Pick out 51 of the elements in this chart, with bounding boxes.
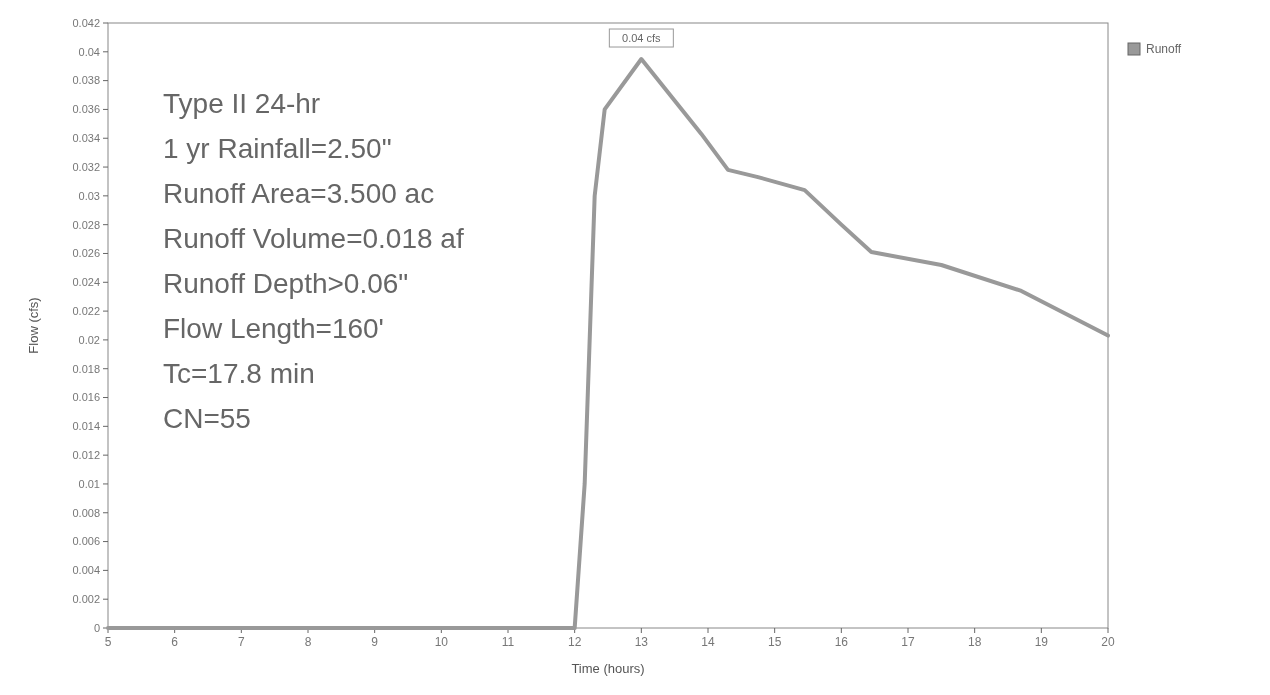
annotation: Runoff Area=3.500 ac	[163, 178, 435, 209]
annotation: Runoff Volume=0.018 af	[163, 223, 464, 254]
y-tick-label: 0.028	[72, 218, 100, 231]
annotation: Tc=17.8 min	[163, 358, 315, 389]
y-tick-label: 0.008	[72, 506, 100, 519]
x-tick-label: 8	[304, 635, 312, 649]
y-tick-label: 0.042	[72, 16, 100, 29]
y-tick-label: 0.034	[72, 132, 100, 145]
y-tick-label: 0.022	[72, 304, 100, 317]
x-tick-label: 15	[767, 635, 782, 649]
y-tick-label: 0.02	[78, 333, 100, 346]
y-tick-label: 0.018	[72, 362, 100, 375]
x-tick-label: 17	[901, 635, 915, 649]
y-tick-label: 0	[93, 621, 100, 634]
annotation: 1 yr Rainfall=2.50"	[163, 133, 392, 164]
x-tick-label: 9	[371, 635, 379, 649]
y-tick-label: 0.006	[72, 535, 100, 548]
x-tick-label: 19	[1034, 635, 1049, 649]
x-tick-label: 12	[567, 635, 582, 649]
annotation: Flow Length=160'	[163, 313, 384, 344]
x-tick-label: 11	[501, 635, 515, 649]
x-tick-label: 18	[967, 635, 982, 649]
annotation: CN=55	[163, 403, 251, 434]
x-tick-label: 10	[434, 635, 449, 649]
y-tick-label: 0.032	[72, 160, 100, 173]
y-tick-label: 0.01	[78, 477, 100, 490]
x-tick-label: 6	[171, 635, 179, 649]
y-tick-label: 0.03	[78, 189, 100, 202]
y-tick-label: 0.024	[72, 276, 100, 289]
y-tick-label: 0.012	[72, 448, 100, 461]
x-tick-label: 7	[237, 635, 245, 649]
line-series	[106, 57, 1110, 630]
y-tick-label: 0.036	[72, 103, 100, 116]
y-tick-label: 0.04	[78, 45, 100, 58]
annotation: 0.04 cfs	[622, 32, 662, 45]
x-tick-label: 14	[701, 635, 715, 649]
x-axis-title: Time (hours)	[571, 661, 645, 676]
annotation: Type II 24-hr	[163, 88, 321, 119]
y-axis-title: Flow (cfs)	[26, 297, 41, 354]
y-tick-label: 0.038	[72, 74, 100, 87]
legend-label: Runoff	[1146, 42, 1182, 56]
annotation: Runoff Depth>0.06"	[163, 268, 409, 299]
x-tick-label: 16	[834, 635, 849, 649]
y-tick-label: 0.002	[72, 593, 100, 606]
y-tick-label: 0.014	[72, 420, 100, 433]
x-tick-label: 5	[104, 635, 112, 649]
x-tick-label: 13	[634, 635, 649, 649]
y-tick-label: 0.016	[72, 391, 100, 404]
y-tick-label: 0.004	[72, 564, 100, 577]
x-tick-label: 20	[1101, 635, 1115, 649]
y-tick-label: 0.026	[72, 247, 100, 260]
